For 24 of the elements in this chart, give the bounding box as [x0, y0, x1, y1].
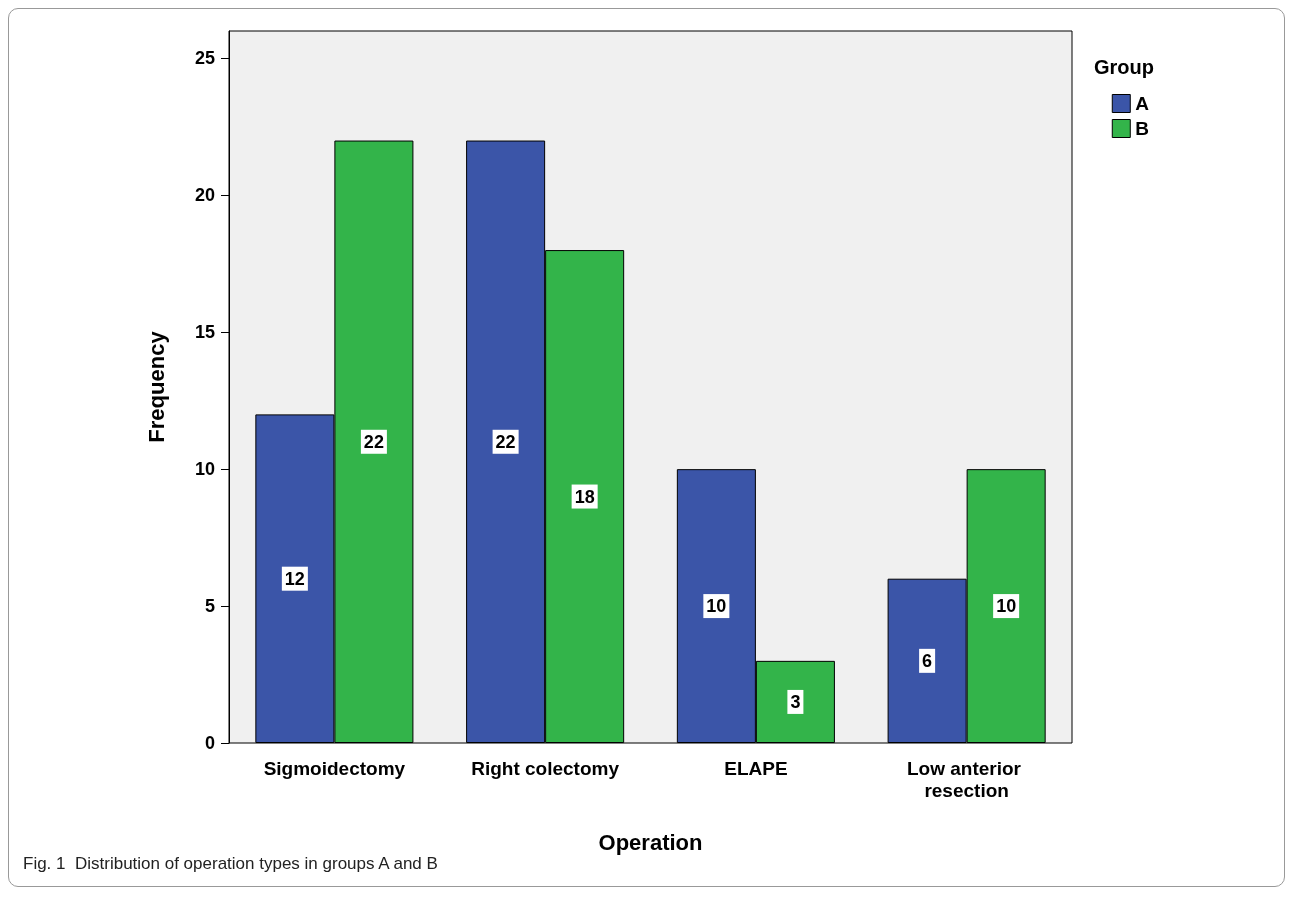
data-label: 10 [996, 596, 1017, 617]
y-tick-label: 10 [194, 459, 215, 480]
legend-label: A [1135, 93, 1150, 114]
caption: Fig. 1 Distribution of operation types in groups A and B [23, 854, 438, 873]
data-label: 10 [706, 596, 727, 617]
x-axis-title: Operation [598, 829, 703, 855]
data-label: 18 [574, 486, 595, 507]
legend-title: Group [1094, 56, 1155, 78]
y-tick-label: 20 [194, 185, 215, 206]
y-tick-label: 0 [204, 733, 215, 753]
data-label: 12 [284, 568, 305, 589]
legend-label: B [1135, 118, 1150, 139]
x-tick-label: Right colectomy [471, 757, 620, 779]
y-tick-label: 15 [194, 322, 215, 343]
data-label: 6 [922, 650, 933, 671]
x-tick-label: Sigmoidectomy [263, 757, 406, 779]
data-label: 3 [790, 691, 801, 712]
y-tick-label: 5 [204, 596, 215, 617]
data-label: 22 [363, 431, 384, 452]
y-tick-label: 25 [194, 48, 215, 69]
data-label: 22 [495, 431, 516, 452]
y-axis-title: Frequency [143, 330, 169, 443]
x-tick-label: Low anterior resection [906, 757, 1027, 801]
x-tick-label: ELAPE [724, 757, 788, 779]
